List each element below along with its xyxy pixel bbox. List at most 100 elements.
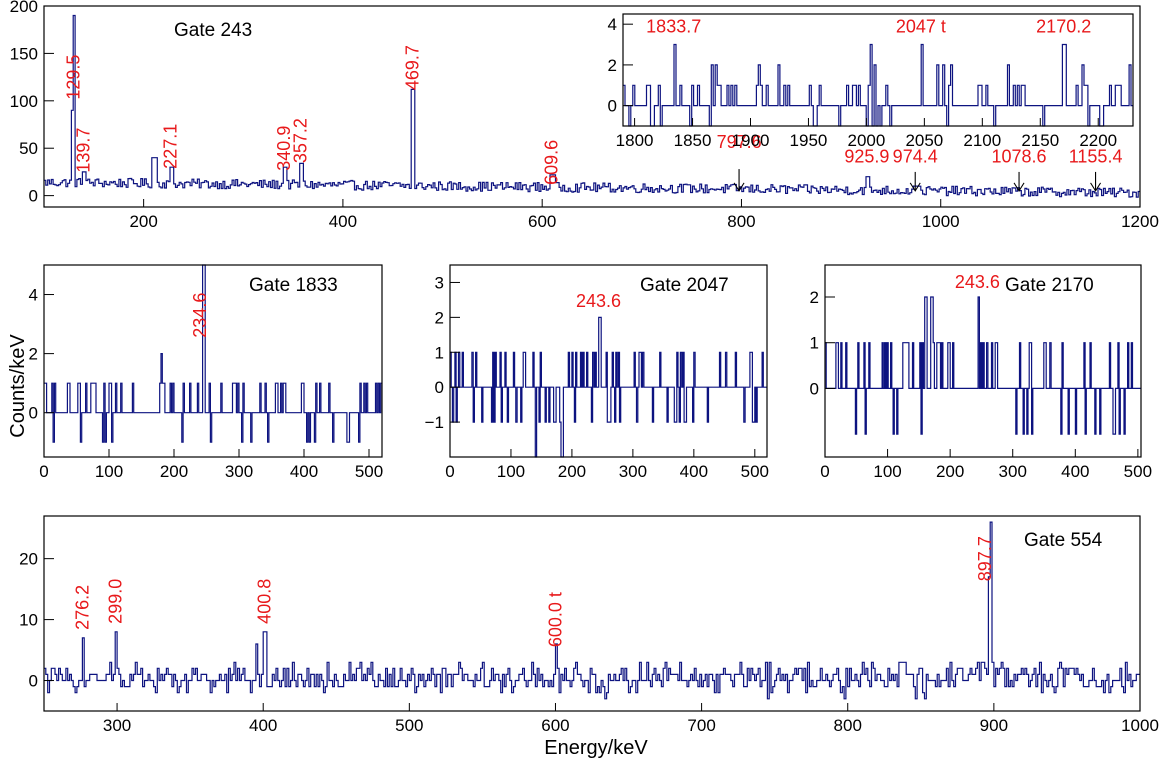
- p2047-peak-label: 243.6: [576, 291, 621, 311]
- p243-peak-label: 129.5: [63, 55, 83, 100]
- p554-xtick-label: 300: [103, 716, 131, 735]
- p1833-xtick-label: 300: [225, 462, 253, 481]
- p2047-xtick-label: 300: [619, 462, 647, 481]
- p2170-xtick-label: 100: [873, 462, 901, 481]
- inset-xtick-label: 2000: [847, 131, 885, 150]
- p1833-ytick-label: 0: [29, 404, 38, 423]
- p1833-xtick-label: 0: [39, 462, 48, 481]
- p243-xtick-label: 1200: [1121, 212, 1159, 231]
- inset-peak-label: 2170.2: [1036, 16, 1091, 36]
- p2170-spectrum-line: [825, 296, 1141, 435]
- p554-peak-label: 897.7: [975, 536, 995, 581]
- p2170-peak-label: 243.6: [955, 272, 1000, 292]
- p2170-frame: [824, 264, 1142, 458]
- inset-ytick-label: 4: [608, 15, 617, 34]
- p2047-ytick-label: 0: [435, 378, 444, 397]
- p243-xtick-label: 400: [329, 212, 357, 231]
- p243-arrowhead: [733, 182, 745, 192]
- p243-xtick-label: 1000: [922, 212, 960, 231]
- p243-xtick-label: 600: [528, 212, 556, 231]
- inset-peak-label: 1833.7: [646, 16, 701, 36]
- p243-peak-label: 925.9: [844, 146, 889, 166]
- p1833-spectrum-line: [44, 264, 382, 443]
- p243-ytick-label: 100: [10, 92, 38, 111]
- p2170-ytick-label: 2: [810, 288, 819, 307]
- panel-p2047: 0 100 200 300 400 500 −1 0 1 2 3 Gate 2047 243.6: [425, 264, 769, 481]
- inset-ytick-label: 0: [608, 97, 617, 116]
- p2047-xtick-label: 200: [558, 462, 586, 481]
- p243-arrowhead: [1013, 182, 1025, 192]
- p1833-frame: [43, 264, 383, 458]
- p243-arrowhead: [909, 182, 921, 192]
- inset-frame: [622, 13, 1134, 127]
- inset-ytick-label: 2: [608, 56, 617, 75]
- p2047-gate-title: Gate 2047: [640, 275, 729, 296]
- p243-peak-label: 227.1: [161, 124, 181, 169]
- p554-xtick-label: 800: [834, 716, 862, 735]
- x-axis-label: Energy/keV: [544, 737, 648, 759]
- p2170-xtick-label: 500: [1124, 462, 1152, 481]
- p2170-xtick-label: 0: [820, 462, 829, 481]
- p2047-xtick-label: 400: [680, 462, 708, 481]
- p2047-frame: [449, 264, 768, 458]
- p554-peak-label: 276.2: [72, 585, 92, 630]
- p2047-ytick-label: 2: [435, 308, 444, 327]
- inset-xtick-label: 2100: [963, 131, 1001, 150]
- panel-inset: 1800 1850 1900 1950 2000 2050 2100 2150 2200 0 2 4 1…: [608, 13, 1134, 150]
- inset-peak-label: 2047 t: [896, 16, 946, 36]
- p243-peak-label: 469.7: [402, 45, 422, 90]
- p1833-xtick-label: 200: [160, 462, 188, 481]
- p2047-xtick-label: 0: [445, 462, 454, 481]
- panel-p243: 200 400 600 800 1000 1200 0 50 100 150 200 Gate 243…: [10, 0, 1159, 231]
- p554-xtick-label: 1000: [1121, 716, 1159, 735]
- inset-xtick-label: 1950: [790, 131, 828, 150]
- p2047-xtick-label: 500: [741, 462, 769, 481]
- inset-xtick-label: 1800: [616, 131, 654, 150]
- p243-spectrum-line: [44, 14, 1140, 198]
- p1833-xtick-label: 100: [95, 462, 123, 481]
- p554-xtick-label: 700: [687, 716, 715, 735]
- p554-peak-label: 299.0: [106, 579, 126, 624]
- p2047-spectrum-line: [450, 316, 767, 458]
- p2047-ytick-label: −1: [425, 413, 444, 432]
- p1833-gate-title: Gate 1833: [249, 275, 338, 296]
- p243-ytick-label: 200: [10, 0, 38, 16]
- inset-xtick-label: 2150: [1021, 131, 1059, 150]
- p554-ytick-label: 10: [19, 611, 38, 630]
- p554-peak-label: 400.8: [254, 579, 274, 624]
- p2047-xtick-label: 100: [497, 462, 525, 481]
- p554-ytick-label: 0: [29, 672, 38, 691]
- p554-frame: [43, 515, 1141, 712]
- p243-ytick-label: 0: [29, 187, 38, 206]
- p243-peak-label: 357.2: [290, 118, 310, 163]
- p243-peak-label: 139.7: [74, 128, 94, 173]
- inset-xtick-label: 2200: [1079, 131, 1117, 150]
- p1833-peak-label: 234.6: [190, 293, 210, 338]
- p554-xtick-label: 500: [395, 716, 423, 735]
- p554-xtick-label: 400: [249, 716, 277, 735]
- p243-xtick-label: 200: [129, 212, 157, 231]
- p554-ytick-label: 20: [19, 550, 38, 569]
- p554-xtick-label: 600: [541, 716, 569, 735]
- p2170-xtick-label: 200: [936, 462, 964, 481]
- p243-frame: [43, 5, 1141, 208]
- inset-xtick-label: 1900: [732, 131, 770, 150]
- p243-peak-label: 1078.6: [991, 146, 1046, 166]
- p243-peak-label: 797.6: [717, 132, 762, 152]
- p243-ytick-label: 50: [19, 139, 38, 158]
- y-axis-label: Counts/keV: [7, 334, 29, 438]
- p243-gate-title: Gate 243: [174, 20, 252, 41]
- panel-p1833: 0 100 200 300 400 500 0 2 4 Gate 1833 234.6: [29, 264, 383, 481]
- p1833-xtick-label: 500: [355, 462, 383, 481]
- p243-peak-label: 340.9: [274, 126, 294, 171]
- p243-peak-label: 609.6: [542, 140, 562, 185]
- p243-peak-label: 1155.4: [1069, 146, 1123, 166]
- p554-spectrum-line: [44, 521, 1140, 700]
- p1833-ytick-label: 2: [29, 345, 38, 364]
- panel-p554: 300 400 500 600 700 800 900 1000 0 10 20 Gate 554 27…: [19, 515, 1159, 735]
- p2047-ytick-label: 1: [435, 343, 444, 362]
- p2170-gate-title: Gate 2170: [1005, 275, 1094, 296]
